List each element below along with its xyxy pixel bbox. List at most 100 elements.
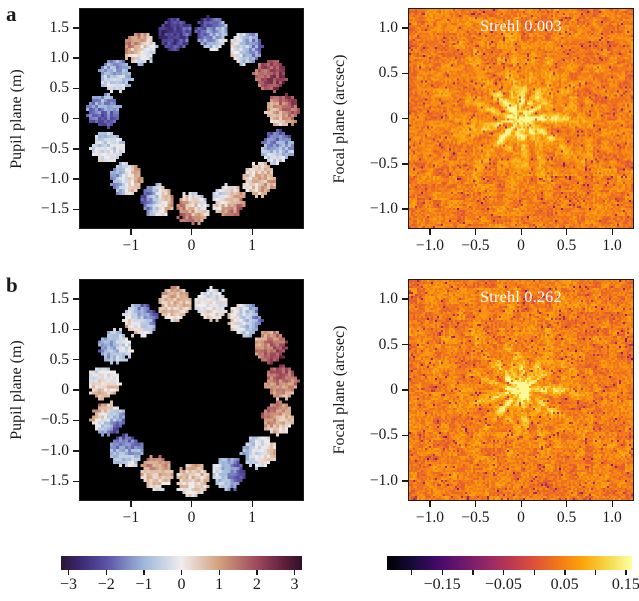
y-tick-mark	[73, 450, 79, 452]
y-tick-label: 0.5	[49, 350, 69, 368]
y-tick-label: −0.5	[369, 426, 398, 444]
x-tick-label: 0.5	[556, 237, 577, 254]
colorbar-tick-label: 0.15	[611, 576, 639, 593]
y-tick-label: 0	[61, 381, 69, 398]
x-tick-mark	[429, 501, 431, 507]
colorbar-tick-mark	[293, 570, 296, 575]
x-tick-label: −1.0	[415, 237, 444, 254]
x-tick-label: 0	[187, 237, 196, 254]
x-tick-label: −0.5	[461, 237, 490, 254]
x-tick-mark	[251, 229, 253, 235]
y-tick-mark	[73, 208, 79, 211]
panel-label-a: a	[6, 2, 17, 26]
x-tick-mark	[566, 501, 568, 507]
x-tick-mark	[191, 229, 193, 235]
y-tick-mark	[73, 359, 79, 361]
colorbar-tick-mark	[502, 570, 505, 575]
y-tick-label: 1.5	[49, 289, 69, 307]
x-tick-mark	[520, 501, 522, 507]
y-tick-mark	[402, 389, 408, 391]
colorbar-tick-mark	[256, 570, 258, 575]
y-tick-mark	[73, 419, 79, 422]
colorbar-tick-label: −2	[97, 576, 115, 593]
x-tick-mark	[474, 501, 477, 507]
x-tick-mark	[611, 229, 613, 235]
x-tick-mark	[520, 229, 522, 235]
colorbar-tick-mark	[472, 570, 474, 575]
x-tick-mark	[474, 229, 477, 235]
y-tick-mark	[73, 27, 79, 29]
y-tick-mark	[73, 178, 79, 180]
colorbar-tick-label: 3	[290, 576, 299, 593]
colorbar-tick-mark	[143, 570, 145, 575]
colorbar-tick-mark	[594, 570, 597, 575]
x-tick-mark	[251, 501, 253, 507]
colorbar-tick-mark	[181, 570, 183, 575]
x-tick-label: −1	[122, 237, 140, 254]
y-tick-label: 0.5	[378, 64, 398, 82]
strehl-value-b: Strehl 0.262	[480, 289, 562, 306]
y-tick-mark	[402, 480, 408, 482]
colorbar-tick-mark	[564, 570, 566, 575]
y-tick-label: −0.5	[40, 411, 69, 429]
x-tick-mark	[566, 229, 568, 235]
colorbar-tick-mark	[411, 570, 413, 575]
y-tick-label: 1.0	[378, 19, 398, 36]
x-tick-label: 0.5	[556, 509, 577, 526]
y-tick-mark	[73, 298, 79, 300]
y-tick-mark	[402, 163, 408, 165]
y-tick-label: 0	[390, 109, 398, 127]
x-tick-label: 0	[187, 509, 196, 526]
x-tick-label: −1	[122, 509, 140, 526]
y-tick-mark	[402, 208, 408, 210]
colorbar-tick-label: 1	[215, 576, 224, 593]
x-tick-label: −1.0	[415, 509, 444, 526]
y-tick-label: 0.5	[378, 335, 398, 353]
y-tick-label: 1.5	[49, 18, 69, 36]
x-tick-mark	[191, 501, 193, 507]
colorbar-tick-label: −1	[135, 576, 153, 593]
y-tick-label: −1.0	[40, 441, 69, 459]
y-tick-label: −1.0	[369, 199, 398, 217]
axis-label-focal-b: Focal plane (arcsec)	[331, 325, 348, 455]
colorbar-tick-label: 0.05	[550, 576, 579, 593]
y-tick-mark	[73, 328, 79, 331]
y-tick-mark	[402, 117, 408, 120]
y-tick-label: 0	[390, 381, 398, 398]
x-tick-mark	[130, 501, 132, 507]
x-tick-mark	[611, 501, 613, 507]
focal-colorbar	[387, 556, 632, 570]
x-tick-mark	[429, 229, 431, 235]
y-tick-label: 1.0	[49, 320, 69, 338]
pupil-plane-heatmap-a	[79, 8, 304, 229]
colorbar-tick-mark	[533, 570, 535, 575]
y-tick-mark	[73, 148, 79, 150]
colorbar-tick-label: −0.15	[423, 576, 461, 593]
y-tick-mark	[402, 343, 408, 346]
x-tick-label: 1	[248, 237, 256, 254]
y-tick-label: −0.5	[40, 139, 69, 157]
pupil-plane-heatmap-b	[79, 279, 304, 501]
x-tick-label: 1.0	[602, 509, 622, 526]
y-tick-mark	[402, 72, 408, 75]
y-tick-label: −1.5	[40, 200, 69, 218]
colorbar-tick-mark	[105, 570, 108, 575]
y-tick-label: 1.0	[49, 49, 69, 66]
colorbar-tick-mark	[218, 570, 221, 575]
colorbar-tick-label: 2	[252, 576, 261, 593]
y-tick-label: 0	[61, 109, 69, 127]
colorbar-tick-mark	[441, 570, 444, 575]
y-tick-mark	[73, 117, 79, 120]
colorbar-tick-label: −0.05	[484, 576, 522, 593]
pupil-colorbar	[61, 556, 302, 570]
y-tick-mark	[402, 298, 408, 300]
y-tick-label: 1.0	[378, 290, 398, 308]
y-tick-mark	[73, 480, 79, 482]
focal-plane-heatmap-b	[408, 279, 634, 501]
x-tick-label: 1.0	[602, 237, 622, 254]
y-tick-label: −1.0	[369, 471, 398, 489]
y-tick-mark	[402, 434, 408, 437]
y-tick-mark	[73, 87, 79, 90]
colorbar-tick-label: −3	[60, 576, 78, 593]
